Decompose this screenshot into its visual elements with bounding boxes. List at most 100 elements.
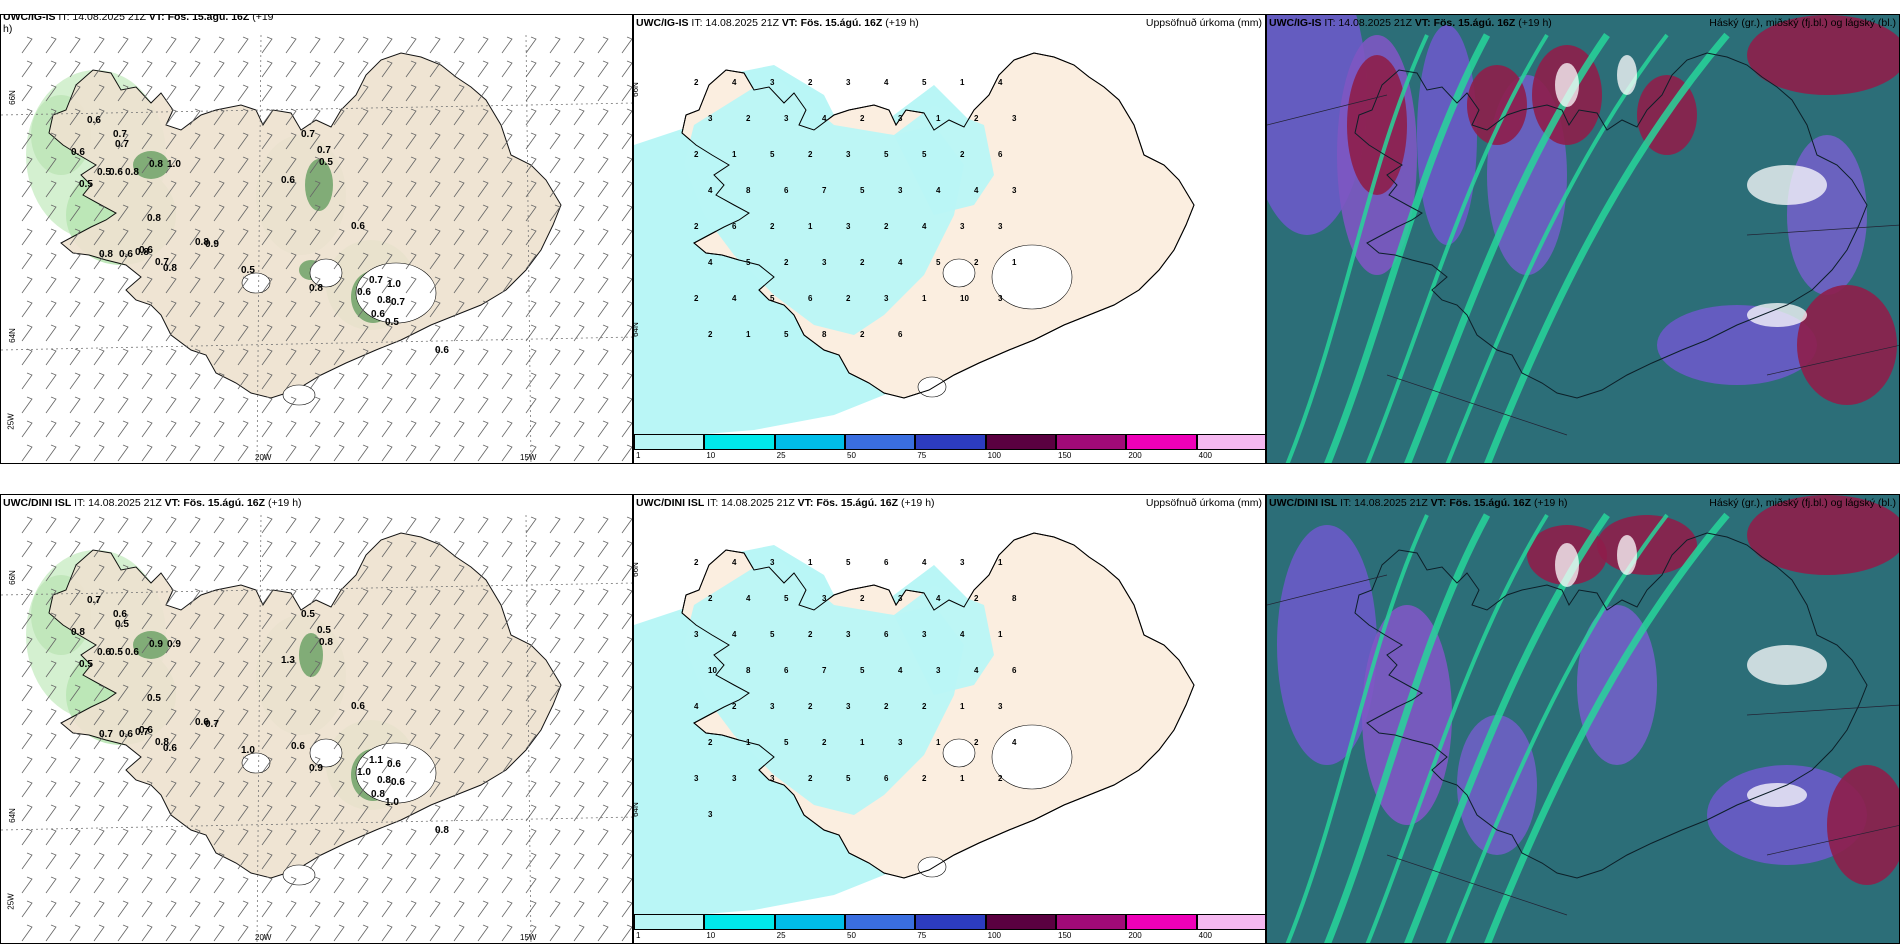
- precip-value-label: 3: [898, 186, 903, 195]
- precip-value-label: 3: [998, 222, 1003, 231]
- precip-value-label: 4: [746, 594, 751, 603]
- wind-value-label: 0.6: [119, 729, 133, 740]
- wind-value-label: 0.8: [147, 213, 161, 224]
- colorbar-swatch: [704, 434, 775, 450]
- colorbar-tick-label: 150: [1058, 931, 1072, 940]
- precip-value-label: 4: [884, 78, 889, 87]
- precip-value-label: 3: [998, 294, 1003, 303]
- lon-label: 20W: [255, 933, 272, 942]
- wind-value-label: 0.5: [79, 659, 93, 670]
- precip-value-label: 3: [708, 810, 713, 819]
- precip-value-label: 7: [822, 666, 827, 675]
- wind-value-label: 0.8: [71, 627, 85, 638]
- wind-value-label: 0.6: [163, 743, 177, 754]
- wind-value-label: 1.3: [281, 655, 295, 666]
- wind-value-label: 0.6: [371, 309, 385, 320]
- colorbar-tick-label: 1: [636, 451, 641, 460]
- colorbar-tick-label: 10: [706, 931, 716, 940]
- precip-map: 2 4 3 2 3 4 5 1 43 2 3 4 2 3 1 2 32 1 5 2 3 5 5 2 64 8 6 7 5 3 4 4 32 6 2 1…: [634, 15, 1265, 463]
- precip-value-label: 4: [960, 630, 965, 639]
- precip-value-label: 1: [808, 222, 813, 231]
- precip-value-label: 1: [732, 150, 737, 159]
- wind-value-label: 0.9: [205, 239, 219, 250]
- panel-title: UWC/DINI ISL IT: 14.08.2025 21Z VT: Fös.…: [1269, 497, 1568, 509]
- wind-value-label: 0.7: [99, 729, 113, 740]
- colorbar-tick-label: 200: [1128, 931, 1142, 940]
- precip-value-label: 10: [960, 294, 969, 303]
- wind-value-label: 0.8: [99, 249, 113, 260]
- wind-map-layer: 0.60.70.70.60.50.50.8 1.00.6 0.80.80.60.80…: [1, 15, 632, 463]
- wind-value-label: 1.0: [387, 279, 401, 290]
- wind-value-label: 0.6: [351, 701, 365, 712]
- colorbar-swatch: [844, 914, 916, 930]
- wind-map-layer: 0.70.60.50.80.50.60.9 0.90.5 0.60.50.60.70…: [1, 495, 632, 943]
- wind-value-label: 0.7: [113, 129, 127, 140]
- precip-value-label: 3: [822, 258, 827, 267]
- wind-value-label: 0.8: [195, 237, 209, 248]
- precip-value-label: 1: [960, 774, 965, 783]
- precip-value-label: 3: [936, 666, 941, 675]
- precip-value-label: 6: [784, 186, 789, 195]
- precip-value-label: 3: [770, 558, 775, 567]
- precip-value-label: 5: [860, 186, 865, 195]
- precip-value-label: 2: [708, 330, 713, 339]
- precip-value-label: 5: [936, 258, 941, 267]
- panel-bottom-cloud: UWC/DINI ISL IT: 14.08.2025 21Z VT: Fös.…: [1266, 494, 1900, 944]
- precip-value-label: 4: [936, 186, 941, 195]
- precip-value-label: 5: [846, 774, 851, 783]
- lat-label: 66N: [633, 82, 640, 97]
- precip-value-label: 2: [860, 258, 865, 267]
- lat-label: 64N: [633, 322, 640, 337]
- precip-value-label: 2: [808, 774, 813, 783]
- lat-label: 64N: [7, 808, 17, 823]
- precip-value-label: 1: [960, 702, 965, 711]
- precip-value-label: 6: [884, 774, 889, 783]
- colorbar-swatch: [844, 434, 916, 450]
- precip-value-label: 3: [898, 114, 903, 123]
- precip-value-label: 3: [960, 558, 965, 567]
- colorbar: [634, 434, 1265, 450]
- precip-value-label: 4: [922, 222, 927, 231]
- lat-label: 64N: [633, 802, 640, 817]
- precip-value-label: 2: [694, 222, 699, 231]
- wind-value-label: 0.6: [139, 725, 153, 736]
- panel-title: UWC/DINI ISL IT: 14.08.2025 21Z VT: Fös.…: [636, 497, 935, 509]
- precip-value-label: 2: [694, 78, 699, 87]
- panel-title: UWC/DINI ISL IT: 14.08.2025 21Z VT: Fös.…: [3, 497, 302, 509]
- wind-value-label: 0.7: [135, 727, 149, 738]
- precip-value-label: 2: [708, 594, 713, 603]
- colorbar-swatch: [634, 914, 705, 930]
- panel-subtitle: Háský (gr.), miðský (fj.bl.) og lágský (…: [1709, 17, 1896, 29]
- wind-value-label: 0.8: [435, 825, 449, 836]
- colorbar-tick-label: 100: [987, 451, 1002, 460]
- colorbar-swatch: [985, 434, 1056, 450]
- precip-value-label: 2: [860, 114, 865, 123]
- wind-value-label: 0.7: [391, 297, 405, 308]
- precip-value-label: 2: [960, 150, 965, 159]
- wind-value-label: 1.1: [369, 755, 383, 766]
- precip-value-label: 3: [1012, 114, 1017, 123]
- wind-value-label: 0.6: [391, 777, 405, 788]
- precip-value-label: 6: [898, 330, 903, 339]
- wind-value-label: 0.5: [317, 625, 331, 636]
- precip-value-label: 3: [846, 630, 851, 639]
- precip-value-label: 3: [998, 702, 1003, 711]
- lon-label: 15W: [520, 453, 537, 462]
- precip-value-label: 2: [808, 630, 813, 639]
- panel-bottom-wind: UWC/DINI ISL IT: 14.08.2025 21Z VT: Fös.…: [0, 494, 633, 944]
- precip-value-label: 3: [922, 630, 927, 639]
- precip-value-label: 3: [694, 630, 699, 639]
- precip-value-label: 2: [974, 594, 979, 603]
- wind-value-label: 0.7: [369, 275, 383, 286]
- precip-value-label: 4: [732, 630, 737, 639]
- precip-value-label: 4: [998, 78, 1003, 87]
- precip-value-label: 2: [746, 114, 751, 123]
- wind-value-label: 0.5: [241, 265, 255, 276]
- precip-value-label: 3: [960, 222, 965, 231]
- colorbar-tick-label: 50: [847, 931, 856, 940]
- panel-title: UWC/IG-IS IT: 14.08.2025 21Z VT: Fös. 15…: [1269, 17, 1552, 29]
- colorbar-tick-label: 150: [1058, 451, 1072, 460]
- precip-value-label: 2: [770, 222, 775, 231]
- precip-value-label: 3: [770, 774, 775, 783]
- wind-value-label: 0.5: [319, 157, 333, 168]
